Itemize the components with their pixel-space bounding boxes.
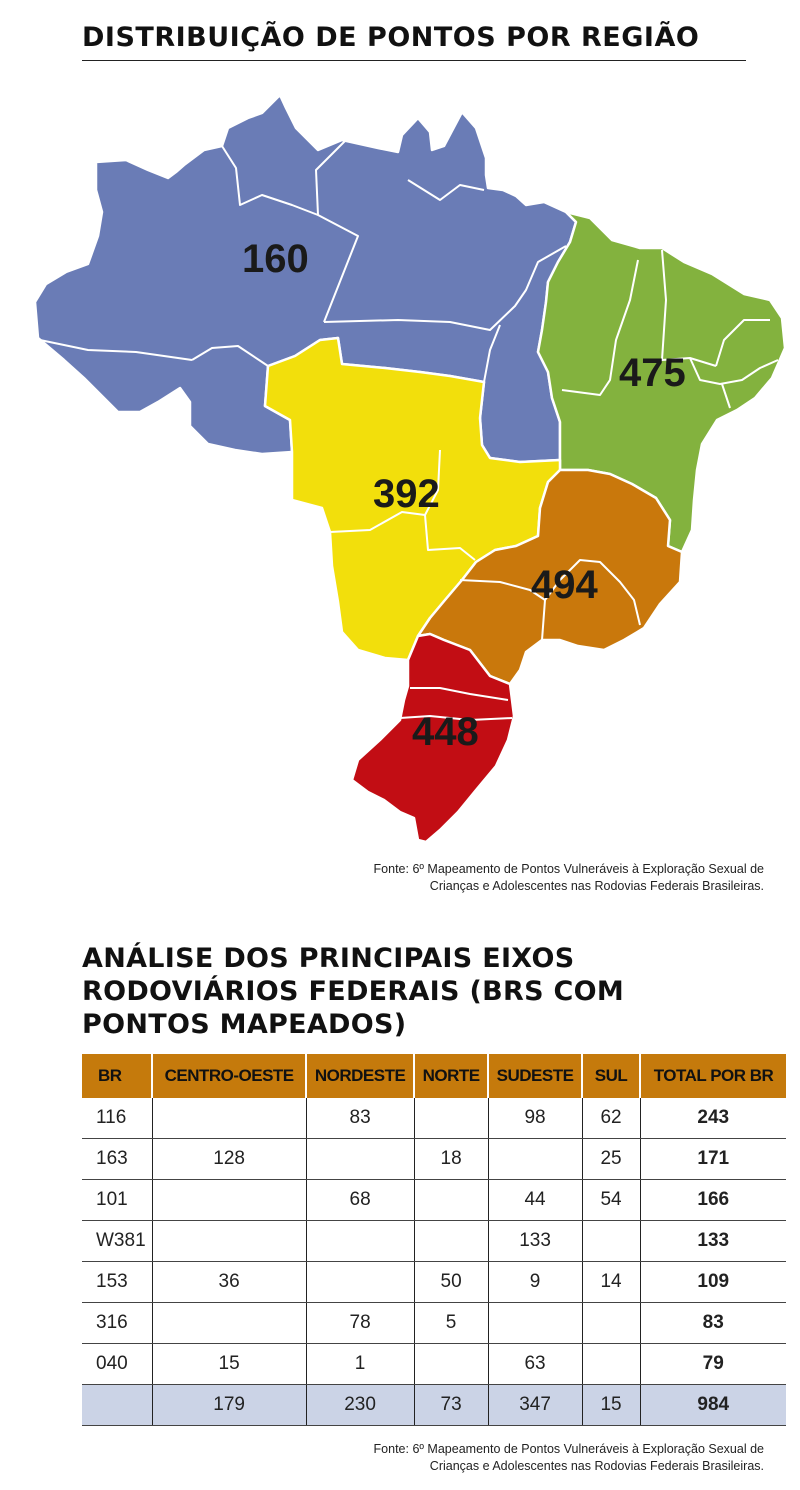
table-cell <box>151 1179 307 1221</box>
table-cell <box>581 1343 640 1385</box>
table-cell: 1 <box>305 1343 415 1385</box>
table-cell <box>581 1302 640 1344</box>
label-centro-oeste: 392 <box>373 472 440 516</box>
table-cell: 347 <box>487 1384 583 1426</box>
table-cell: 316 <box>82 1302 153 1344</box>
table-cell: 54 <box>581 1179 640 1221</box>
table-cell: 36 <box>151 1261 307 1303</box>
col-header: BR <box>82 1054 153 1098</box>
label-sul: 448 <box>412 710 479 754</box>
col-header: SUDESTE <box>487 1054 583 1098</box>
table-cell <box>305 1220 415 1262</box>
table-cell <box>82 1384 153 1426</box>
label-norte: 160 <box>242 237 309 281</box>
table-cell-grand-total: 984 <box>639 1384 786 1426</box>
table-cell: 5 <box>413 1302 489 1344</box>
map-source-line1: Fonte: 6º Mapeamento de Pontos Vulneráve… <box>373 862 764 876</box>
table-cell: 78 <box>305 1302 415 1344</box>
table-cell: 83 <box>305 1098 415 1139</box>
table-cell: 116 <box>82 1098 153 1139</box>
table-cell <box>151 1098 307 1139</box>
col-header: CENTRO-OESTE <box>151 1054 307 1098</box>
table-row: 153 36 50 9 14 109 <box>82 1261 786 1303</box>
table-cell: 62 <box>581 1098 640 1139</box>
table-cell: 101 <box>82 1179 153 1221</box>
label-nordeste: 475 <box>619 351 686 395</box>
table-cell: 153 <box>82 1261 153 1303</box>
region-sudeste <box>416 468 684 686</box>
table-cell: 163 <box>82 1138 153 1180</box>
table-cell: 18 <box>413 1138 489 1180</box>
table-row: W381 133 133 <box>82 1220 786 1262</box>
table-cell: 040 <box>82 1343 153 1385</box>
label-sudeste: 494 <box>531 563 598 607</box>
table-cell <box>151 1220 307 1262</box>
region-sul <box>350 632 516 844</box>
table-totals-row: 179 230 73 347 15 984 <box>82 1384 786 1426</box>
col-header: NORTE <box>413 1054 489 1098</box>
table-cell: 44 <box>487 1179 583 1221</box>
title-rule <box>82 60 746 61</box>
table-row: 101 68 44 54 166 <box>82 1179 786 1221</box>
map-source-line2: Crianças e Adolescentes nas Rodovias Fed… <box>429 879 764 893</box>
table-cell: 179 <box>151 1384 307 1426</box>
table-cell <box>413 1220 489 1262</box>
col-header: NORDESTE <box>305 1054 415 1098</box>
highways-table: BR CENTRO-OESTE NORDESTE NORTE SUDESTE S… <box>82 1054 786 1426</box>
table-cell <box>487 1302 583 1344</box>
table-row: 316 78 5 83 <box>82 1302 786 1344</box>
table-cell-total: 166 <box>639 1179 786 1221</box>
table-cell: 15 <box>581 1384 640 1426</box>
table-cell: 73 <box>413 1384 489 1426</box>
table-cell: 128 <box>151 1138 307 1180</box>
table-source: Fonte: 6º Mapeamento de Pontos Vulneráve… <box>324 1441 764 1475</box>
col-header: SUL <box>581 1054 640 1098</box>
table-cell-total: 133 <box>639 1220 786 1262</box>
table-row: 163 128 18 25 171 <box>82 1138 786 1180</box>
table-cell <box>413 1098 489 1139</box>
table-cell <box>581 1220 640 1262</box>
table-cell: 50 <box>413 1261 489 1303</box>
table-cell-total: 109 <box>639 1261 786 1303</box>
table-header-row: BR CENTRO-OESTE NORDESTE NORTE SUDESTE S… <box>82 1054 786 1098</box>
table-cell <box>487 1138 583 1180</box>
table-cell: 14 <box>581 1261 640 1303</box>
table-cell-total: 83 <box>639 1302 786 1344</box>
table-cell: 230 <box>305 1384 415 1426</box>
map-title: DISTRIBUIÇÃO DE PONTOS POR REGIÃO <box>82 22 700 53</box>
table-cell <box>305 1261 415 1303</box>
table-cell-total: 243 <box>639 1098 786 1139</box>
brazil-regions-map: 160 475 392 494 448 <box>33 93 787 844</box>
table-cell: 68 <box>305 1179 415 1221</box>
table-cell <box>305 1138 415 1180</box>
table-cell-total: 171 <box>639 1138 786 1180</box>
table-title: ANÁLISE DOS PRINCIPAIS EIXOS RODOVIÁRIOS… <box>82 943 625 1040</box>
table-cell <box>413 1343 489 1385</box>
map-source: Fonte: 6º Mapeamento de Pontos Vulneráve… <box>324 861 764 895</box>
table-cell <box>413 1179 489 1221</box>
state-borders <box>39 139 779 721</box>
col-header: TOTAL POR BR <box>639 1054 786 1098</box>
table-cell: W381 <box>82 1220 153 1262</box>
table-cell: 63 <box>487 1343 583 1385</box>
table-source-line1: Fonte: 6º Mapeamento de Pontos Vulneráve… <box>373 1442 764 1456</box>
table-cell: 133 <box>487 1220 583 1262</box>
table-row: 116 83 98 62 243 <box>82 1098 786 1139</box>
table-cell: 25 <box>581 1138 640 1180</box>
table-source-line2: Crianças e Adolescentes nas Rodovias Fed… <box>429 1459 764 1473</box>
table-cell: 98 <box>487 1098 583 1139</box>
table-cell-total: 79 <box>639 1343 786 1385</box>
table-cell: 9 <box>487 1261 583 1303</box>
table-cell: 15 <box>151 1343 307 1385</box>
table-row: 040 15 1 63 79 <box>82 1343 786 1385</box>
table-cell <box>151 1302 307 1344</box>
